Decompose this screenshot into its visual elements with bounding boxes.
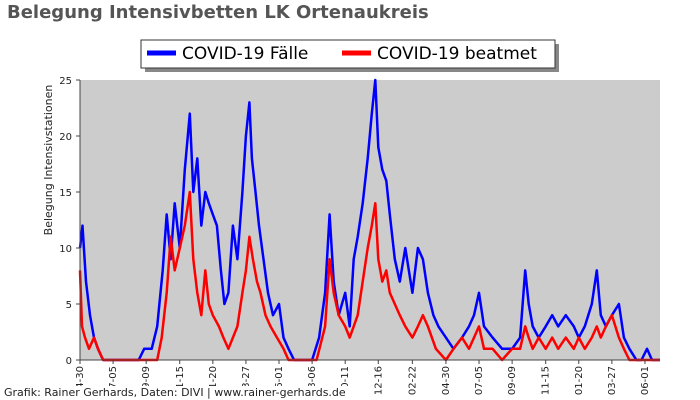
x-axis: 04-30 07-05 09-09 11-15 01-20 03-27 06-01 08-06… bbox=[75, 360, 651, 395]
x-tick-label: 12-16 bbox=[373, 366, 384, 395]
x-tick-label: 11-15 bbox=[175, 366, 186, 395]
y-tick-label: 20 bbox=[59, 132, 72, 143]
legend-label-beatmet: COVID-19 beatmet bbox=[377, 44, 537, 64]
x-tick-label: 09-09 bbox=[507, 366, 518, 395]
x-tick-label: 08-06 bbox=[307, 366, 318, 395]
credit-line: Grafik: Rainer Gerhards, Daten: DIVI | w… bbox=[4, 386, 349, 399]
x-tick-label: 09-09 bbox=[141, 366, 152, 395]
x-tick-label: 03-27 bbox=[607, 366, 618, 395]
y-axis: 0 5 10 15 20 25 bbox=[59, 76, 80, 367]
x-tick-label: 11-15 bbox=[541, 366, 552, 395]
y-tick-label: 15 bbox=[59, 188, 72, 199]
x-tick-label: 03-27 bbox=[241, 366, 252, 395]
legend-label-faelle: COVID-19 Fälle bbox=[182, 44, 308, 64]
chart-title: Belegung Intensivbetten LK Ortenaukreis bbox=[7, 2, 429, 23]
y-axis-label: Belegung Intensivstationen bbox=[42, 85, 55, 236]
x-tick-label: 06-01 bbox=[274, 366, 285, 395]
x-tick-label: 01-20 bbox=[208, 366, 219, 395]
series-layer bbox=[78, 78, 660, 362]
x-tick-label: 06-01 bbox=[640, 366, 651, 395]
y-tick-label: 25 bbox=[59, 76, 72, 87]
series-line-beatmet bbox=[78, 190, 660, 362]
legend: COVID-19 Fälle COVID-19 beatmet bbox=[140, 39, 559, 72]
x-tick-label: 10-11 bbox=[340, 366, 351, 395]
y-tick-label: 0 bbox=[66, 356, 72, 367]
y-tick-label: 10 bbox=[59, 244, 72, 255]
x-tick-label: 04-30 bbox=[441, 366, 452, 395]
x-tick-label: 07-05 bbox=[108, 366, 119, 395]
series-line-faelle bbox=[78, 78, 660, 362]
x-tick-label: 01-20 bbox=[574, 366, 585, 395]
x-tick-label: 02-22 bbox=[407, 366, 418, 395]
x-tick-label: 04-30 bbox=[75, 366, 86, 395]
x-tick-label: 07-05 bbox=[474, 366, 485, 395]
y-tick-label: 5 bbox=[66, 300, 72, 311]
